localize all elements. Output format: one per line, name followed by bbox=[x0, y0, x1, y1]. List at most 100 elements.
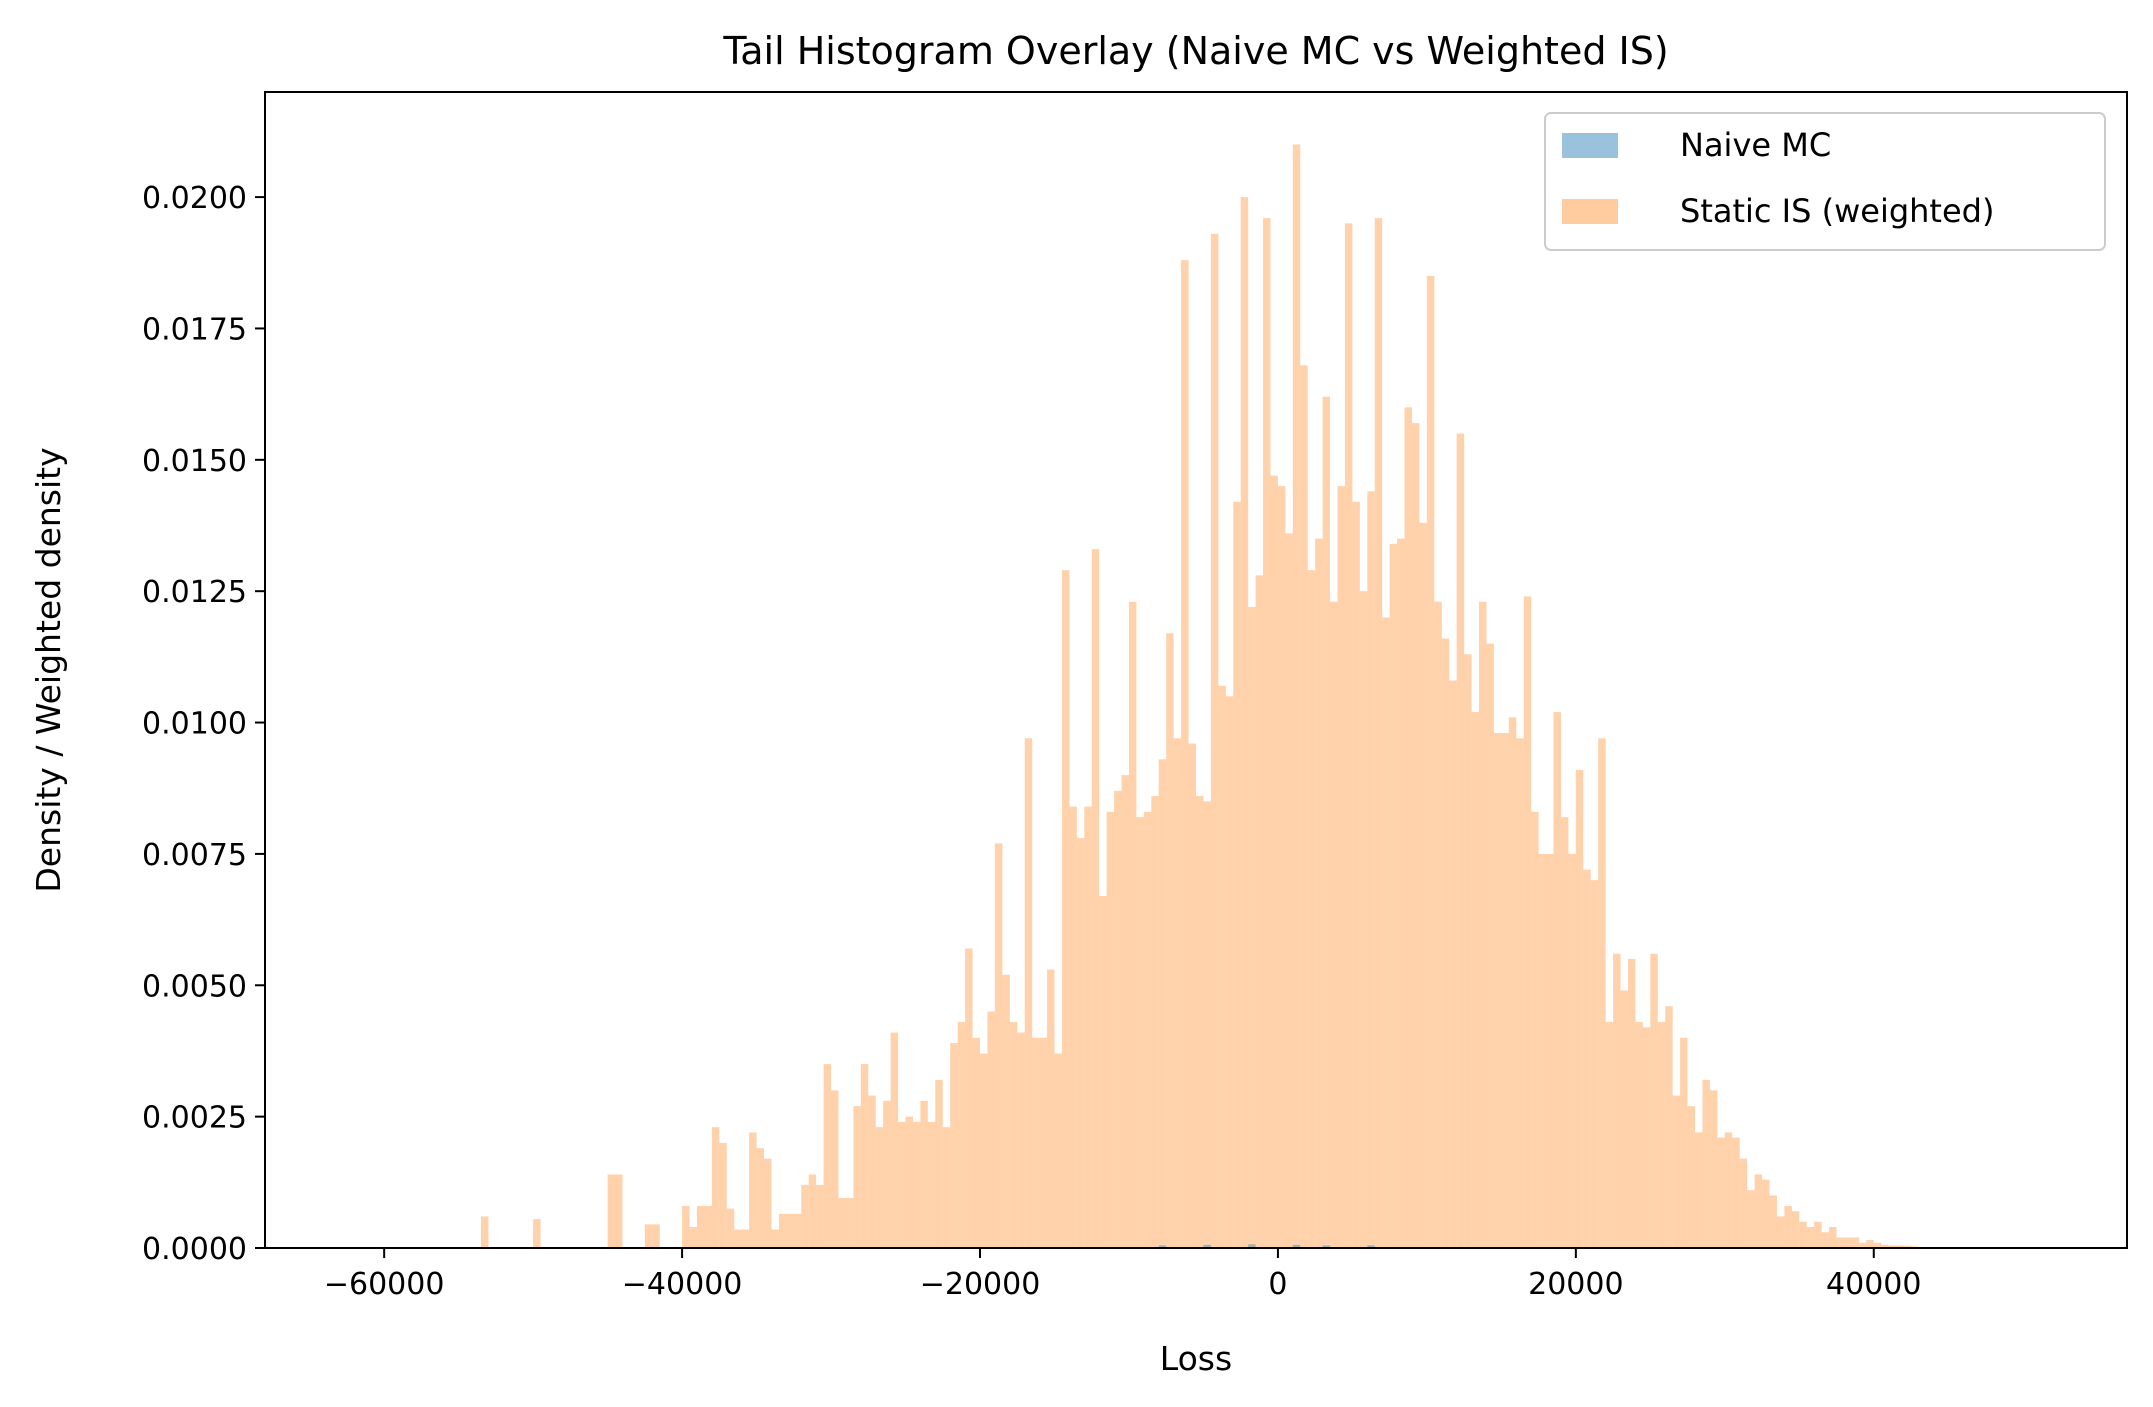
bar-static-is-weighted-66 bbox=[1128, 601, 1137, 1248]
bar-static-is-weighted-3 bbox=[615, 1174, 623, 1248]
bar-static-is-weighted-100 bbox=[1382, 617, 1390, 1248]
bar-static-is-weighted-123 bbox=[1553, 712, 1561, 1248]
bar-static-is-weighted-73 bbox=[1181, 260, 1189, 1248]
bar-static-is-weighted-34 bbox=[890, 1032, 899, 1248]
bar-static-is-weighted-6 bbox=[682, 1205, 690, 1248]
bar-static-is-weighted-47 bbox=[987, 1011, 995, 1248]
plot-area: −60000 −40000 −20000 0 20000 40000 0.00000.00… bbox=[142, 91, 2128, 1302]
bar-static-is-weighted-137 bbox=[1657, 1022, 1666, 1248]
bar-static-is-weighted-124 bbox=[1560, 817, 1569, 1248]
bar-static-is-weighted-55 bbox=[1047, 969, 1055, 1248]
bar-static-is-weighted-113 bbox=[1479, 601, 1487, 1248]
bar-static-is-weighted-139 bbox=[1672, 1095, 1681, 1248]
x-tick-label: −40000 bbox=[622, 1267, 743, 1302]
y-tick-label: 0.0100 bbox=[142, 707, 247, 742]
bar-static-is-weighted-57 bbox=[1061, 570, 1070, 1248]
bar-static-is-weighted-121 bbox=[1538, 853, 1547, 1248]
bar-static-is-weighted-165 bbox=[1866, 1240, 1874, 1248]
bar-static-is-weighted-76 bbox=[1203, 801, 1211, 1248]
bar-static-is-weighted-82 bbox=[1248, 606, 1256, 1248]
bar-static-is-weighted-70 bbox=[1158, 759, 1167, 1248]
bar-static-is-weighted-45 bbox=[972, 1037, 981, 1248]
bar-static-is-weighted-17 bbox=[764, 1158, 772, 1248]
bar-static-is-weighted-153 bbox=[1776, 1216, 1785, 1248]
series-1 bbox=[480, 144, 1919, 1249]
bar-static-is-weighted-28 bbox=[845, 1198, 854, 1248]
bar-static-is-weighted-79 bbox=[1225, 696, 1234, 1248]
bar-static-is-weighted-112 bbox=[1471, 712, 1480, 1248]
bar-static-is-weighted-31 bbox=[868, 1095, 876, 1248]
bar-static-is-weighted-101 bbox=[1389, 543, 1398, 1248]
bar-static-is-weighted-115 bbox=[1493, 733, 1502, 1248]
bar-static-is-weighted-170 bbox=[1903, 1245, 1912, 1248]
bar-static-is-weighted-166 bbox=[1873, 1242, 1882, 1248]
bar-static-is-weighted-38 bbox=[920, 1100, 928, 1248]
bar-static-is-weighted-77 bbox=[1210, 233, 1219, 1248]
bar-static-is-weighted-97 bbox=[1359, 591, 1368, 1248]
bar-static-is-weighted-94 bbox=[1337, 486, 1345, 1249]
bar-static-is-weighted-110 bbox=[1456, 433, 1465, 1248]
bar-static-is-weighted-15 bbox=[749, 1132, 757, 1248]
bar-static-is-weighted-111 bbox=[1464, 654, 1472, 1248]
bar-static-is-weighted-158 bbox=[1814, 1221, 1822, 1248]
bar-static-is-weighted-71 bbox=[1166, 633, 1174, 1248]
bar-static-is-weighted-156 bbox=[1799, 1221, 1807, 1248]
bar-static-is-weighted-129 bbox=[1598, 738, 1606, 1248]
bar-static-is-weighted-133 bbox=[1627, 959, 1636, 1248]
bar-static-is-weighted-142 bbox=[1695, 1132, 1703, 1248]
bar-static-is-weighted-96 bbox=[1352, 501, 1360, 1249]
bar-naive-mc-2 bbox=[1248, 1244, 1256, 1248]
bar-static-is-weighted-16 bbox=[756, 1148, 765, 1248]
bar-static-is-weighted-87 bbox=[1285, 533, 1293, 1248]
bar-static-is-weighted-161 bbox=[1836, 1237, 1844, 1248]
bar-static-is-weighted-22 bbox=[801, 1184, 809, 1248]
bar-static-is-weighted-127 bbox=[1583, 869, 1591, 1248]
bar-static-is-weighted-10 bbox=[711, 1127, 720, 1248]
bar-static-is-weighted-26 bbox=[831, 1090, 839, 1248]
bar-static-is-weighted-41 bbox=[942, 1127, 951, 1248]
bar-static-is-weighted-116 bbox=[1501, 733, 1509, 1248]
bar-static-is-weighted-72 bbox=[1173, 738, 1182, 1248]
bar-static-is-weighted-25 bbox=[823, 1064, 832, 1248]
bar-static-is-weighted-118 bbox=[1516, 738, 1524, 1248]
bar-static-is-weighted-9 bbox=[704, 1205, 712, 1248]
bar-static-is-weighted-95 bbox=[1344, 223, 1353, 1249]
bar-static-is-weighted-169 bbox=[1896, 1245, 1904, 1248]
bar-static-is-weighted-53 bbox=[1032, 1037, 1040, 1248]
bar-static-is-weighted-109 bbox=[1449, 680, 1457, 1248]
legend-label-naive-mc: Naive MC bbox=[1680, 126, 1831, 164]
bar-static-is-weighted-80 bbox=[1233, 501, 1241, 1249]
bar-static-is-weighted-152 bbox=[1769, 1195, 1777, 1248]
y-axis-label: Density / Weighted density bbox=[29, 447, 68, 892]
bar-static-is-weighted-134 bbox=[1635, 1022, 1643, 1248]
bar-static-is-weighted-63 bbox=[1106, 811, 1115, 1248]
x-tick-label: 40000 bbox=[1826, 1267, 1921, 1302]
bar-static-is-weighted-114 bbox=[1486, 643, 1494, 1248]
bar-static-is-weighted-54 bbox=[1039, 1037, 1048, 1248]
bar-static-is-weighted-148 bbox=[1739, 1158, 1748, 1248]
bar-static-is-weighted-33 bbox=[883, 1100, 891, 1248]
x-tick-label: −20000 bbox=[920, 1267, 1041, 1302]
bar-static-is-weighted-119 bbox=[1523, 596, 1532, 1248]
bar-static-is-weighted-48 bbox=[994, 843, 1003, 1248]
bar-static-is-weighted-102 bbox=[1397, 538, 1405, 1248]
bar-static-is-weighted-135 bbox=[1642, 1027, 1651, 1248]
bar-static-is-weighted-49 bbox=[1002, 974, 1010, 1248]
bar-static-is-weighted-92 bbox=[1322, 396, 1331, 1248]
bar-naive-mc-4 bbox=[1322, 1245, 1331, 1248]
legend-swatch-naive-mc bbox=[1562, 133, 1618, 158]
bar-static-is-weighted-91 bbox=[1315, 538, 1323, 1248]
bar-static-is-weighted-27 bbox=[838, 1198, 846, 1248]
bar-static-is-weighted-0 bbox=[480, 1216, 489, 1248]
y-tick-label: 0.0050 bbox=[142, 969, 247, 1004]
bar-static-is-weighted-88 bbox=[1292, 144, 1301, 1248]
bar-static-is-weighted-81 bbox=[1240, 197, 1249, 1249]
bar-static-is-weighted-18 bbox=[771, 1229, 779, 1248]
y-tick-label: 0.0025 bbox=[142, 1101, 247, 1136]
bar-static-is-weighted-37 bbox=[912, 1121, 921, 1248]
bar-static-is-weighted-86 bbox=[1277, 486, 1286, 1249]
bar-static-is-weighted-11 bbox=[719, 1142, 727, 1248]
bar-static-is-weighted-4 bbox=[644, 1224, 653, 1248]
bar-static-is-weighted-68 bbox=[1143, 811, 1152, 1248]
